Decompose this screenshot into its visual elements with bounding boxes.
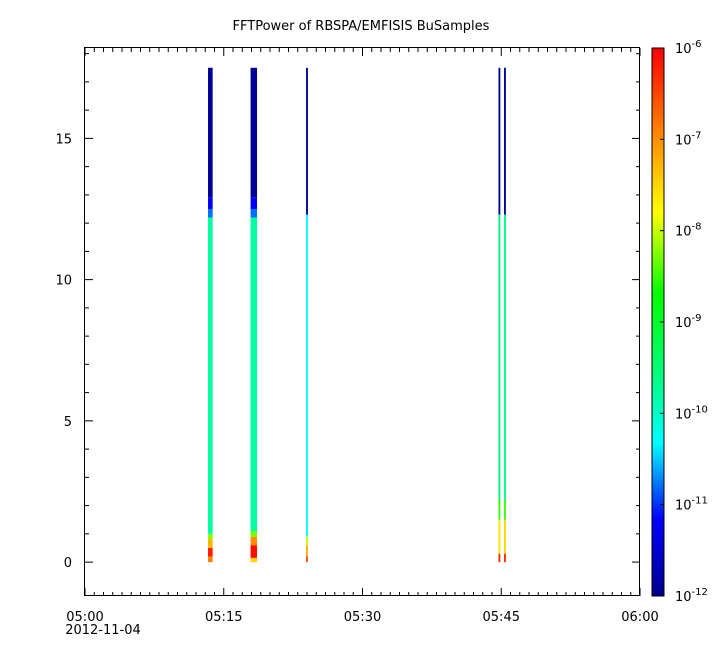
spectrogram-cell-4-1 bbox=[504, 519, 506, 554]
spectrogram-cell-1-1 bbox=[250, 545, 258, 558]
spectrogram-cell-4-2 bbox=[504, 499, 506, 520]
colorbar-tick-label-2: 10-10 bbox=[675, 404, 708, 422]
spectrogram-cell-2-4 bbox=[306, 67, 308, 215]
spectrogram-cell-4-3 bbox=[504, 214, 506, 500]
spectrogram-data bbox=[208, 67, 506, 563]
x-tick-label-1: 05:15 bbox=[205, 610, 242, 625]
x-tick-label-4: 06:00 bbox=[621, 610, 658, 625]
spectrogram-cell-1-7 bbox=[250, 67, 258, 198]
x-tick-label-2: 05:30 bbox=[344, 610, 381, 625]
spectrogram-cell-0-3 bbox=[208, 533, 213, 540]
spectrogram-cell-0-0 bbox=[208, 556, 213, 563]
spectrogram-cell-2-0 bbox=[306, 556, 308, 563]
colorbar-tick-label-1: 10-11 bbox=[675, 496, 708, 514]
colorbar-tick-label-0: 10-12 bbox=[675, 587, 708, 605]
spectrogram-cell-0-1 bbox=[208, 547, 213, 557]
spectrogram-cell-1-0 bbox=[250, 557, 258, 563]
spectrogram-cell-4-0 bbox=[504, 553, 506, 563]
spectrogram-cell-0-5 bbox=[208, 209, 213, 218]
colorbar-ticks: 10-12 10-11 10-10 10-9 10-8 10-7 10-6 bbox=[660, 39, 708, 605]
spectrogram-cell-1-6 bbox=[250, 197, 258, 210]
plot-frame bbox=[84, 47, 640, 596]
spectrogram-cell-0-2 bbox=[208, 539, 213, 548]
colorbar-tick-label-5: 10-7 bbox=[675, 130, 702, 148]
spectrogram-cell-2-2 bbox=[306, 536, 308, 546]
x-tick-label-3: 05:45 bbox=[483, 610, 520, 625]
spectrogram-cell-1-4 bbox=[250, 217, 258, 532]
spectrogram-cell-4-4 bbox=[504, 67, 506, 215]
colorbar-tick-label-6: 10-6 bbox=[675, 39, 702, 57]
colorbar-tick-label-4: 10-8 bbox=[675, 222, 702, 240]
spectrogram-cell-3-1 bbox=[498, 519, 501, 554]
y-tick-label-2: 10 bbox=[55, 274, 72, 289]
y-tick-label-0: 0 bbox=[64, 556, 72, 571]
spectrogram-cell-3-0 bbox=[498, 553, 501, 563]
spectrogram-cell-0-6 bbox=[208, 197, 213, 210]
spectrogram-cell-1-3 bbox=[250, 531, 258, 537]
spectrogram-cell-3-4 bbox=[498, 67, 501, 215]
spectrogram-cell-0-7 bbox=[208, 67, 213, 198]
colorbar-tick-label-3: 10-9 bbox=[675, 313, 702, 331]
spectrogram-cell-3-3 bbox=[498, 214, 501, 500]
spectrogram-cell-1-5 bbox=[250, 209, 258, 218]
spectrogram-cell-2-1 bbox=[306, 545, 308, 557]
spectrogram-cell-3-2 bbox=[498, 499, 501, 520]
chart-title: FFTPower of RBSPA/EMFISIS BuSamples bbox=[233, 19, 490, 34]
y-tick-label-1: 5 bbox=[64, 415, 72, 430]
spectrogram-cell-1-2 bbox=[250, 536, 258, 546]
spectrogram-cell-2-3 bbox=[306, 214, 308, 537]
y-tick-label-3: 15 bbox=[55, 132, 72, 147]
spectrogram-cell-0-4 bbox=[208, 217, 213, 534]
x-tick-label-0: 05:00 bbox=[66, 610, 103, 625]
x-tick-sublabel-0: 2012-11-04 bbox=[65, 623, 141, 638]
